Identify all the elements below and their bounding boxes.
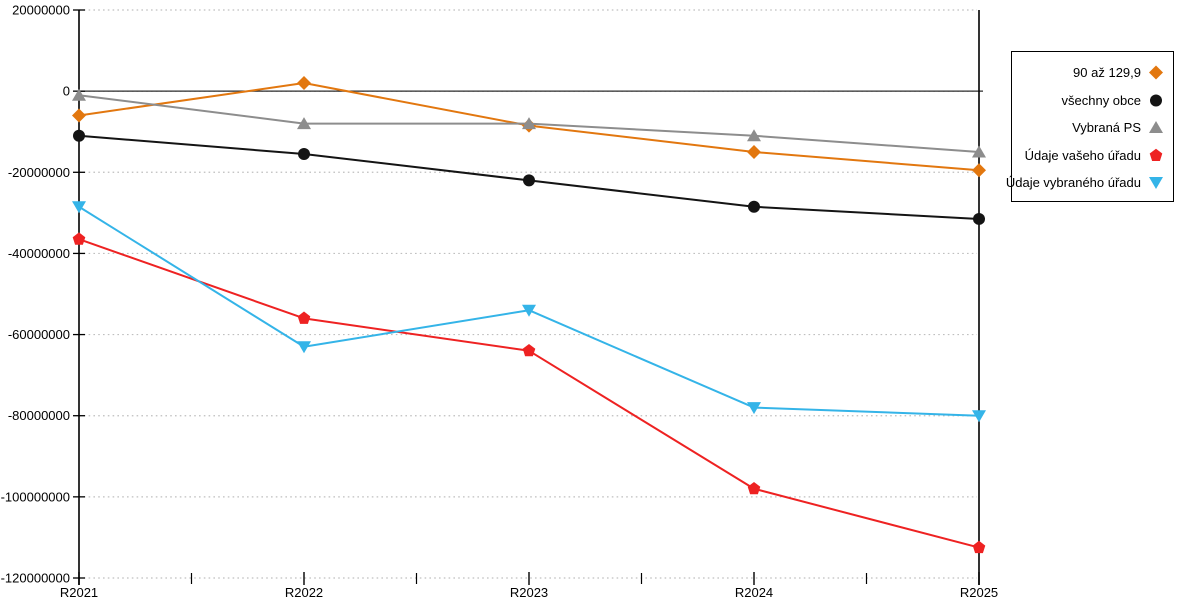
data-point [522, 344, 536, 357]
y-tick-label: -100000000 [1, 489, 70, 504]
y-tick-label: -80000000 [8, 408, 70, 423]
y-tick-label: 0 [63, 84, 70, 99]
series-udaje-vaseho-uradu [72, 232, 986, 554]
legend-item: Údaje vašeho úřadu [1016, 142, 1164, 170]
x-tick-label: R2022 [285, 585, 323, 600]
series-udaje-vybraneho-uradu [72, 201, 986, 423]
data-point [297, 76, 311, 91]
legend-label: 90 až 129,9 [1073, 65, 1141, 81]
y-tick-label: -120000000 [1, 571, 70, 586]
pentagon-icon [1149, 148, 1163, 161]
data-point [972, 410, 986, 423]
x-tick-label: R2021 [60, 585, 98, 600]
data-point [747, 129, 761, 142]
series-line [78, 238, 980, 549]
x-tick-label: R2023 [510, 585, 548, 600]
legend: 90 až 129,9 všechny obce Vybraná PS Údaje v… [1006, 51, 1174, 202]
y-tick-label: -20000000 [8, 165, 70, 180]
legend-item: 90 až 129,9 [1016, 59, 1164, 87]
diamond-icon [1149, 65, 1163, 80]
data-point [747, 145, 761, 159]
data-point [972, 540, 986, 554]
legend-label: všechny obce [1061, 92, 1142, 108]
legend-item: všechny obce [1016, 87, 1164, 115]
legend-item: Údaje vybraného úřadu [1006, 169, 1164, 197]
y-tick-label: 20000000 [12, 3, 70, 18]
data-point [73, 129, 85, 142]
data-point [72, 108, 86, 123]
legend-label: Údaje vybraného úřadu [1005, 175, 1141, 191]
circle-icon [1150, 94, 1162, 107]
data-point [522, 117, 536, 130]
series-vybrana-ps [72, 88, 986, 158]
data-point [297, 341, 311, 354]
data-point [972, 163, 986, 178]
data-point [747, 402, 761, 415]
y-tick-label: -40000000 [8, 246, 70, 261]
data-point [297, 311, 311, 324]
data-point [522, 304, 536, 317]
data-point [72, 88, 86, 101]
legend-label: Vybraná PS [1072, 120, 1141, 136]
data-point [72, 232, 86, 245]
data-point [297, 117, 311, 130]
triangle-up-icon [1149, 121, 1163, 134]
data-point [298, 148, 310, 161]
data-point [972, 145, 986, 158]
data-point [748, 200, 760, 213]
data-point [72, 201, 86, 214]
data-point [747, 481, 761, 495]
series-vsechny-obce [73, 129, 985, 225]
data-point [973, 212, 985, 225]
x-tick-label: R2024 [735, 585, 773, 600]
triangle-down-icon [1149, 177, 1163, 190]
x-tick-label: R2025 [960, 585, 998, 600]
y-tick-label: -60000000 [8, 327, 70, 342]
legend-label: Údaje vašeho úřadu [1024, 147, 1141, 163]
data-point [523, 174, 535, 187]
legend-item: Vybraná PS [1016, 114, 1164, 142]
